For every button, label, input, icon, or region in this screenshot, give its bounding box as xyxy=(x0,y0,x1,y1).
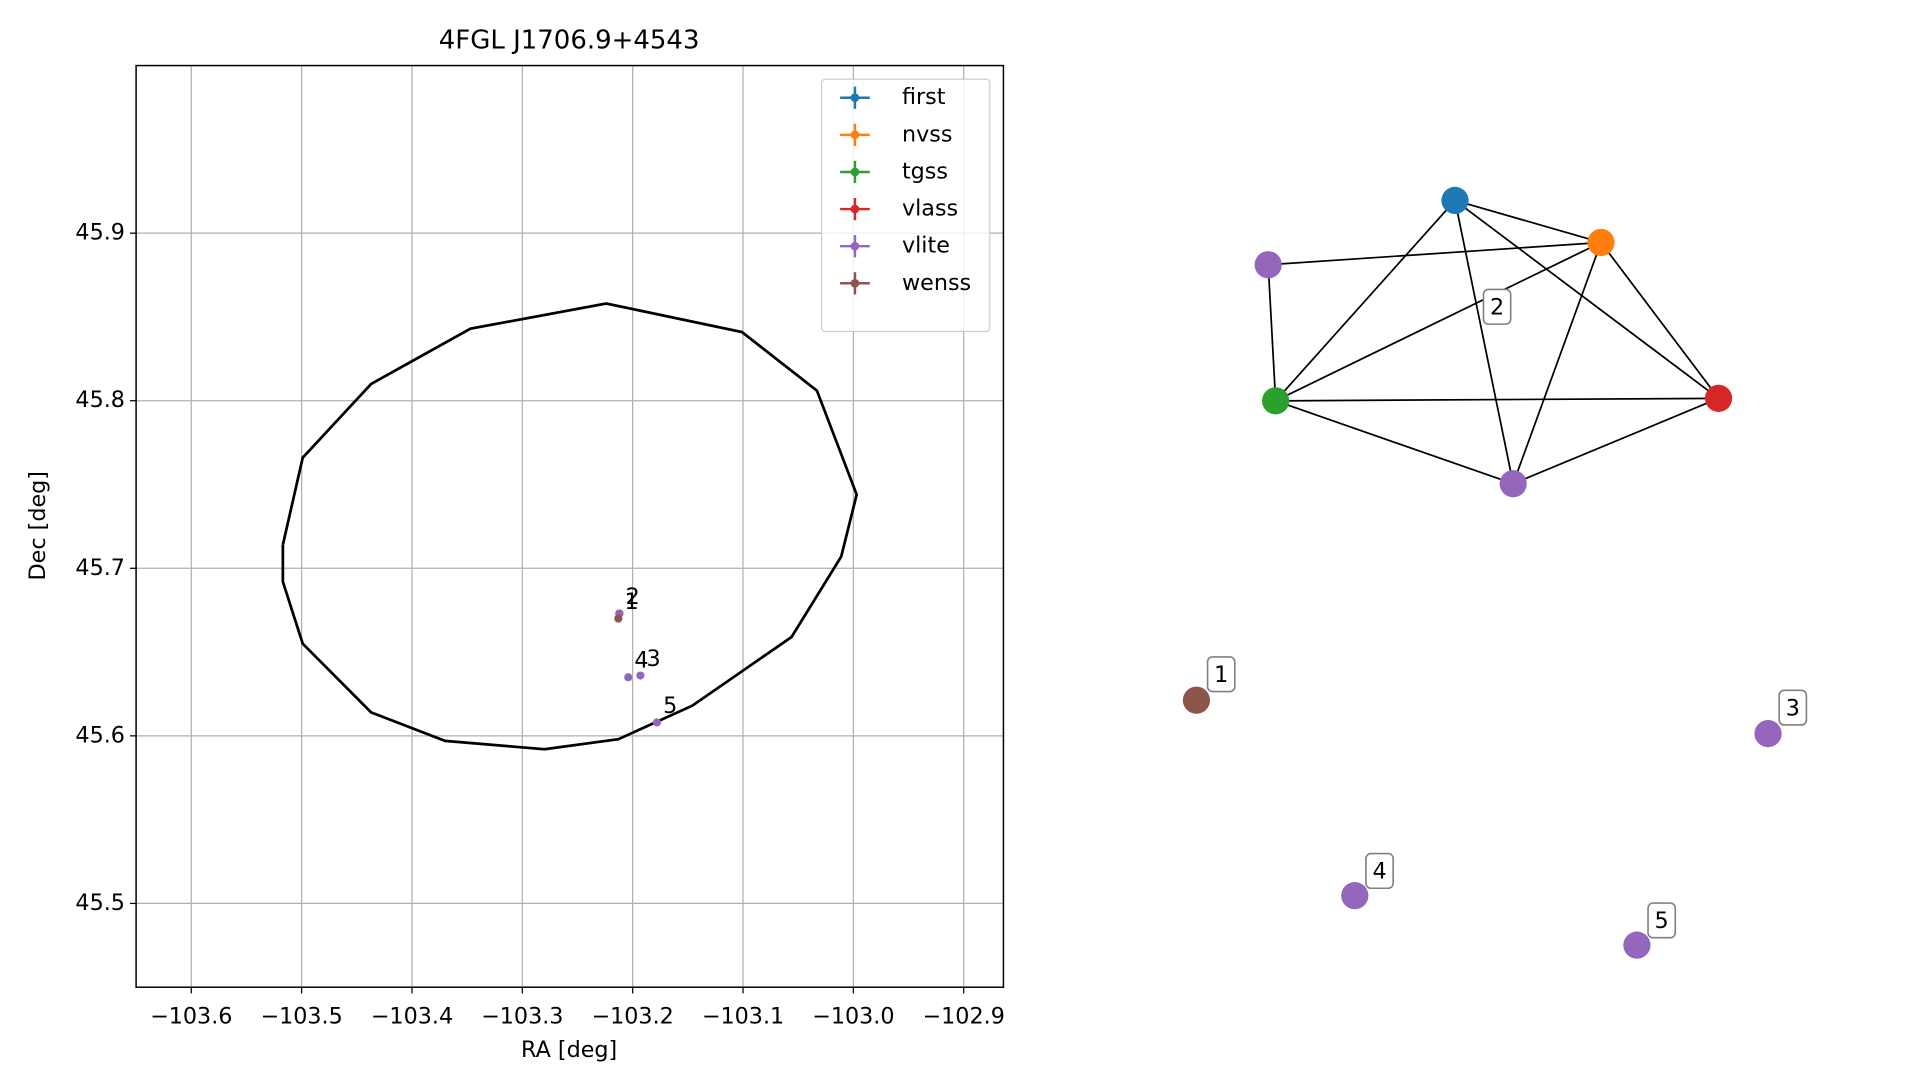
chart-title: 4FGL J1706.9+4543 xyxy=(439,25,700,55)
x-tick-label: −103.2 xyxy=(591,1003,673,1029)
graph-node xyxy=(1254,251,1282,279)
x-tick-label: −103.0 xyxy=(812,1003,894,1029)
legend-box xyxy=(820,78,991,333)
graph-edge xyxy=(1275,400,1514,485)
point-annotation: 4 xyxy=(634,648,648,674)
error-ellipse xyxy=(281,302,859,751)
x-axis-label: RA [deg] xyxy=(521,1037,617,1063)
graph-node xyxy=(1182,686,1211,714)
graph-edge xyxy=(1274,199,1456,402)
point-annotation: 5 xyxy=(663,693,677,719)
point-annotation: 2 xyxy=(626,584,640,610)
legend-marker xyxy=(850,93,860,103)
point-annotation: 1 xyxy=(624,589,638,615)
group-label-box xyxy=(1778,689,1808,726)
group-label-box xyxy=(1647,902,1677,939)
legend-label: tgss xyxy=(902,158,948,184)
group-label-box xyxy=(1206,656,1236,693)
group-label: 2 xyxy=(1490,295,1504,321)
y-tick-label: 45.5 xyxy=(75,890,125,916)
y-tick-label: 45.7 xyxy=(75,555,125,581)
plot-frame xyxy=(135,64,1005,988)
graph-edge xyxy=(1454,200,1515,484)
legend-marker xyxy=(850,241,860,251)
x-tick-label: −103.4 xyxy=(371,1003,453,1029)
legend-marker xyxy=(850,278,860,288)
x-tick-label: −103.3 xyxy=(481,1003,563,1029)
group-label: 3 xyxy=(1786,695,1800,721)
graph-node xyxy=(1341,882,1369,910)
graph-node xyxy=(1441,186,1469,215)
y-tick-label: 45.9 xyxy=(75,220,125,246)
y-axis-label: Dec [deg] xyxy=(25,471,51,580)
graph-edge xyxy=(1454,199,1720,400)
legend-label: wenss xyxy=(902,270,971,296)
legend-label: nvss xyxy=(902,121,952,147)
graph-edge xyxy=(1275,241,1602,402)
group-label: 1 xyxy=(1214,662,1228,688)
graph-node xyxy=(1623,931,1651,959)
graph-edge xyxy=(1512,397,1719,485)
graph-edge xyxy=(1512,242,1602,485)
group-label: 4 xyxy=(1372,859,1386,885)
x-tick-label: −102.9 xyxy=(923,1003,1005,1029)
graph-node xyxy=(1262,387,1290,415)
graph-edge xyxy=(1275,397,1719,402)
x-tick-label: −103.5 xyxy=(260,1003,342,1029)
x-tick-label: −103.1 xyxy=(702,1003,784,1029)
legend-marker xyxy=(850,204,860,214)
group-label-box xyxy=(1482,288,1512,325)
graph-node xyxy=(1587,228,1615,257)
data-point xyxy=(624,673,633,682)
data-point xyxy=(636,671,645,680)
data-point xyxy=(614,614,623,623)
graph-edge xyxy=(1454,199,1602,244)
y-tick-label: 45.8 xyxy=(75,387,125,413)
legend-label: first xyxy=(902,84,946,110)
data-point xyxy=(652,718,662,727)
graph-node xyxy=(1704,384,1733,412)
legend-label: vlass xyxy=(902,196,958,222)
y-tick-label: 45.6 xyxy=(75,722,125,748)
x-tick-label: −103.6 xyxy=(150,1003,232,1029)
graph-edge xyxy=(1267,264,1277,401)
graph-node xyxy=(1754,720,1782,748)
legend-marker xyxy=(850,130,860,140)
graph-edge xyxy=(1600,241,1720,399)
point-annotation: 3 xyxy=(647,646,661,672)
legend-label: vlite xyxy=(902,233,950,259)
legend-marker xyxy=(850,167,860,177)
graph-node xyxy=(1499,470,1527,498)
group-label-box xyxy=(1365,852,1394,890)
graph-edge xyxy=(1268,241,1602,266)
group-label: 5 xyxy=(1655,908,1669,934)
